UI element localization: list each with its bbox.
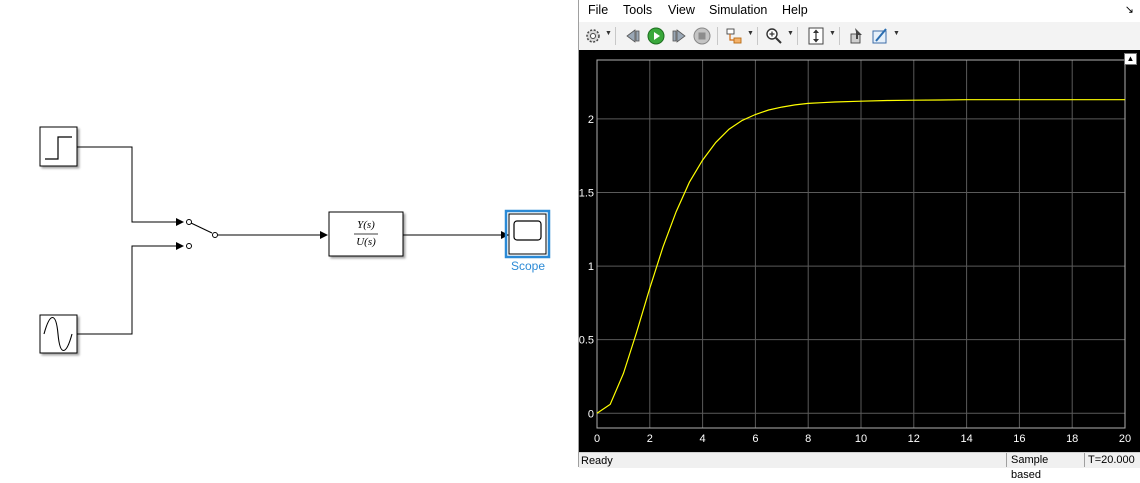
y-tick-label: 0.5 <box>579 335 594 347</box>
menu-help[interactable]: Help <box>782 3 808 17</box>
x-tick-label: 20 <box>1119 433 1131 445</box>
step-back-icon[interactable] <box>623 26 643 46</box>
step-icon <box>45 136 72 160</box>
x-tick-label: 0 <box>594 433 600 445</box>
toolbar-separator <box>797 27 798 45</box>
chevron-down-icon[interactable]: ▼ <box>787 30 794 37</box>
x-tick-label: 10 <box>855 433 867 445</box>
y-tick-label: 0 <box>588 408 594 420</box>
signal-step-to-switch[interactable] <box>77 146 176 223</box>
toolbar: ▼ ▼ <box>579 22 1140 51</box>
x-tick-label: 16 <box>1013 433 1025 445</box>
autoscale-icon[interactable] <box>806 26 826 46</box>
dock-arrow-icon[interactable]: ↘ <box>1124 4 1134 16</box>
arrowhead <box>320 231 328 239</box>
x-tick-label: 8 <box>805 433 811 445</box>
cursor-measurements-icon[interactable] <box>847 26 867 46</box>
toolbar-separator <box>717 27 718 45</box>
x-tick-label: 2 <box>647 433 653 445</box>
series-line <box>596 99 1125 414</box>
arrowhead <box>176 242 184 250</box>
status-sample-mode: Sample based <box>1006 453 1081 481</box>
manual-switch-block[interactable] <box>186 219 218 249</box>
x-tick-label: 12 <box>908 433 920 445</box>
scope-chart[interactable]: 0 2 4 6 8 10 12 14 16 18 20 0 0.5 1 1.5 2 <box>579 50 1140 452</box>
axes-frame <box>596 59 1126 429</box>
maximize-axes-icon[interactable]: ▲ <box>1124 53 1137 65</box>
x-tick-label: 6 <box>752 433 758 445</box>
tf-denominator: U(s) <box>356 236 376 248</box>
scope-icon <box>513 220 542 241</box>
signal-sine-to-switch[interactable] <box>77 245 176 335</box>
status-bar: Ready Sample based T=20.000 <box>579 452 1140 481</box>
step-block[interactable] <box>39 126 78 167</box>
scope-window: File Tools View Simulation Help ↘ ▼ <box>578 0 1140 481</box>
menu-simulation[interactable]: Simulation <box>709 3 768 17</box>
block-diagram <box>39 126 551 354</box>
x-tick-label: 4 <box>700 433 706 445</box>
y-tick-label: 1 <box>588 261 594 273</box>
chevron-down-icon[interactable]: ▼ <box>747 30 754 37</box>
menu-file[interactable]: File <box>588 3 609 17</box>
scope-plot-area[interactable]: 0 2 4 6 8 10 12 14 16 18 20 0 0.5 1 1.5 2 ▲ <box>579 50 1140 452</box>
zoom-icon[interactable] <box>764 26 784 46</box>
chevron-down-icon[interactable]: ▼ <box>829 30 836 37</box>
menu-view[interactable]: View <box>668 3 695 17</box>
arrowhead <box>176 218 184 226</box>
scope-block[interactable] <box>504 209 551 259</box>
toolbar-separator <box>615 27 616 45</box>
scope-block-label[interactable]: Scope <box>510 259 546 273</box>
highlight-block-icon[interactable] <box>724 26 744 46</box>
chevron-down-icon[interactable]: ▼ <box>605 30 612 37</box>
x-tick-label: 18 <box>1066 433 1078 445</box>
transfer-fcn-block[interactable] <box>328 211 404 257</box>
run-icon[interactable] <box>646 26 666 46</box>
toolbar-separator <box>839 27 840 45</box>
measurement-icon[interactable] <box>870 26 890 46</box>
status-sim-time: T=20.000 <box>1084 453 1140 467</box>
settings-icon[interactable] <box>583 26 603 46</box>
chevron-down-icon[interactable]: ▼ <box>893 30 900 37</box>
step-forward-icon[interactable] <box>669 26 689 46</box>
menu-bar: File Tools View Simulation Help ↘ <box>579 0 1140 22</box>
sine-wave-icon <box>43 316 73 352</box>
toolbar-separator <box>757 27 758 45</box>
status-ready: Ready <box>581 455 613 467</box>
model-canvas[interactable]: Y(s) U(s) Scope <box>0 0 578 467</box>
stop-icon[interactable] <box>692 26 712 46</box>
x-tick-label: 14 <box>960 433 972 445</box>
y-tick-label: 1.5 <box>579 187 594 199</box>
sine-wave-block[interactable] <box>39 314 78 354</box>
menu-tools[interactable]: Tools <box>623 3 653 17</box>
y-tick-label: 2 <box>588 114 594 126</box>
tf-numerator: Y(s) <box>357 219 375 231</box>
